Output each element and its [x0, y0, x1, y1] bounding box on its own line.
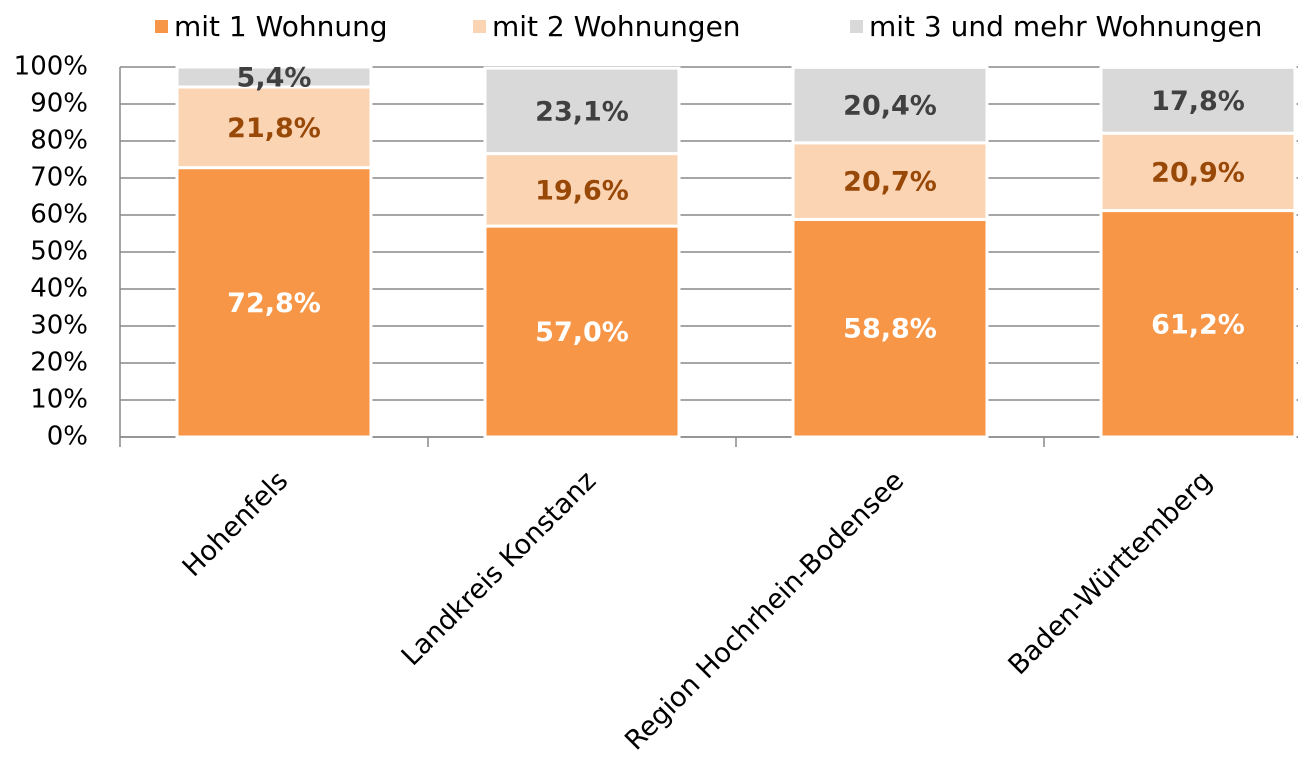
bar-segment	[1099, 209, 1297, 439]
data-label: 61,2%	[1151, 309, 1245, 340]
bar-segment	[791, 65, 989, 145]
legend-label: mit 1 Wohnung	[174, 10, 388, 43]
data-label: 20,7%	[843, 167, 937, 198]
data-label: 57,0%	[535, 317, 629, 348]
data-label: 20,9%	[1151, 157, 1245, 188]
y-tick-label: 40%	[30, 274, 88, 304]
legend-label: mit 3 und mehr Wohnungen	[869, 10, 1262, 43]
legend-swatch	[155, 20, 168, 33]
data-label: 23,1%	[535, 96, 629, 127]
data-label: 58,8%	[843, 314, 937, 345]
data-label: 5,4%	[237, 62, 312, 93]
bar-segment	[1099, 131, 1297, 213]
y-tick-label: 100%	[14, 52, 88, 82]
legend-swatch	[473, 20, 486, 33]
data-label: 72,8%	[227, 288, 321, 319]
legend-swatch	[850, 20, 863, 33]
legend-label: mit 2 Wohnungen	[492, 10, 741, 43]
y-tick-label: 20%	[30, 348, 88, 378]
bar-segment	[175, 65, 373, 89]
bar-segment	[1099, 65, 1297, 135]
y-tick-label: 90%	[30, 89, 88, 119]
bar-segment	[175, 166, 373, 439]
x-tick-label: Region Hochrhein-Bodensee	[619, 465, 910, 756]
y-tick-label: 0%	[47, 422, 88, 452]
y-tick-label: 10%	[30, 385, 88, 415]
bar-segment	[175, 85, 373, 170]
data-label: 20,4%	[843, 91, 937, 122]
y-tick-label: 60%	[30, 200, 88, 230]
bar-segment	[791, 141, 989, 221]
x-tick-label: Landkreis Konstanz	[396, 465, 603, 672]
y-tick-label: 50%	[30, 237, 88, 267]
y-tick-label: 70%	[30, 163, 88, 193]
bar-segment	[791, 217, 989, 439]
data-label: 19,6%	[535, 175, 629, 206]
x-tick-label: Hohenfels	[177, 465, 295, 583]
y-tick-label: 30%	[30, 311, 88, 341]
x-tick-label: Baden-Württemberg	[1002, 465, 1218, 681]
y-tick-label: 80%	[30, 126, 88, 156]
data-label: 21,8%	[227, 113, 321, 144]
bar-segment	[483, 66, 681, 156]
data-label: 17,8%	[1151, 86, 1245, 117]
